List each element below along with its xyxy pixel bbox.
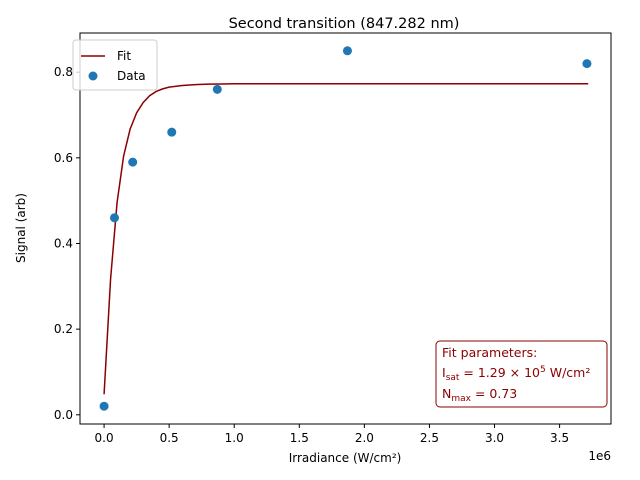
chart-title: Second transition (847.282 nm): [229, 16, 460, 32]
x-tick-label: 1.0: [225, 431, 244, 445]
legend: Fit Data: [72, 39, 158, 91]
legend-fit-label: Fit: [117, 49, 131, 63]
x-tick-label: 2.5: [420, 431, 439, 445]
y-axis-label: Signal (arb): [14, 193, 28, 263]
data-point: [342, 46, 352, 56]
data-point: [167, 127, 177, 137]
x-axis-offset-label: 1e6: [588, 449, 611, 463]
x-axis-ticks: 0.0 0.5 1.0 1.5 2.0 2.5 3.0 3.5: [95, 424, 569, 445]
x-tick-label: 3.5: [550, 431, 569, 445]
y-tick-label: 0.8: [54, 65, 73, 79]
y-tick-label: 0.4: [54, 236, 73, 250]
plot-area: [99, 46, 592, 411]
y-tick-label: 0.0: [54, 408, 73, 422]
fit-parameters-box: Fit parameters: Isat = 1.29 × 105 W/cm² …: [435, 340, 608, 408]
data-point: [128, 157, 138, 167]
x-tick-label: 3.0: [485, 431, 504, 445]
annotation-nmax: Nmax = 0.73: [442, 386, 517, 404]
x-tick-label: 0.0: [95, 431, 114, 445]
data-point: [99, 401, 109, 411]
legend-data-swatch: [88, 71, 98, 81]
annotation-frame: [435, 340, 608, 408]
fit-curve: [103, 83, 589, 395]
data-point: [109, 213, 119, 223]
axes-frame: [79, 32, 612, 425]
y-tick-label: 0.2: [54, 322, 73, 336]
x-tick-label: 2.0: [355, 431, 374, 445]
y-axis-ticks: 0.0 0.2 0.4 0.6 0.8: [54, 65, 80, 422]
y-tick-label: 0.6: [54, 151, 73, 165]
annotation-isat: Isat = 1.29 × 105 W/cm²: [442, 365, 590, 383]
annotation-title: Fit parameters:: [442, 345, 537, 360]
data-point: [212, 84, 222, 94]
legend-data-label: Data: [117, 69, 146, 83]
x-axis-label: Irradiance (W/cm²): [289, 451, 402, 465]
x-tick-label: 1.5: [290, 431, 309, 445]
data-point: [582, 59, 592, 69]
x-tick-label: 0.5: [160, 431, 179, 445]
